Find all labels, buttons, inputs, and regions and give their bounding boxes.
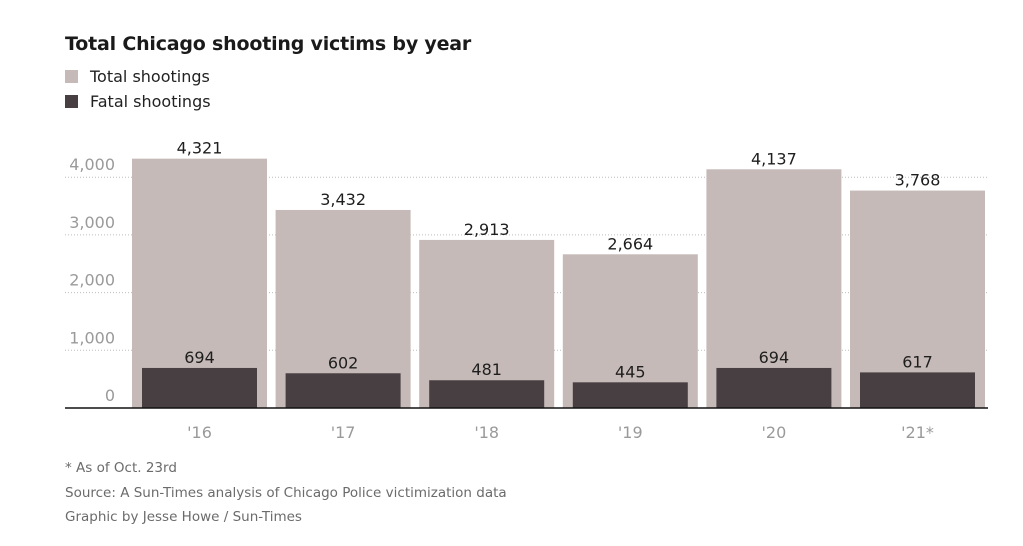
data-label-total: 2,664 <box>607 234 653 253</box>
bar-total <box>850 190 985 408</box>
data-label-fatal: 617 <box>902 352 933 371</box>
bar-fatal <box>285 373 401 408</box>
bar-fatal <box>572 382 688 408</box>
x-tick-label: '20 <box>762 423 787 442</box>
data-label-fatal: 481 <box>471 360 502 379</box>
data-labels: 4,321 694 3,432 602 2,913 481 2,664 445 4,137 694… <box>177 139 941 382</box>
data-label-total: 2,913 <box>464 220 510 239</box>
bar-fatal <box>142 367 257 408</box>
data-label-total: 4,321 <box>177 139 223 158</box>
data-label-total: 3,432 <box>320 190 366 209</box>
data-label-total: 3,768 <box>895 171 941 190</box>
bar-fatal <box>860 372 975 408</box>
x-tick-label: '16 <box>187 423 212 442</box>
data-label-total: 4,137 <box>751 149 797 168</box>
chart-title: Total Chicago shooting victims by year <box>65 33 472 55</box>
x-tick-label: '19 <box>618 423 643 442</box>
bars <box>132 158 985 408</box>
legend-item-total: Total shootings <box>65 67 210 86</box>
y-tick-label: 0 <box>105 386 115 405</box>
footnote-credit: Graphic by Jesse Howe / Sun-Times <box>65 509 302 525</box>
y-tick-label: 2,000 <box>69 271 115 290</box>
data-label-fatal: 694 <box>759 348 790 367</box>
x-axis-ticks: '16 '17 '18 '19 '20 '21* <box>187 423 934 442</box>
y-axis-ticks: 0 1,000 2,000 3,000 4,000 <box>69 155 115 405</box>
y-tick-label: 1,000 <box>69 328 115 347</box>
y-tick-label: 4,000 <box>69 155 115 174</box>
x-tick-label: '18 <box>474 423 499 442</box>
legend-label-total: Total shootings <box>90 67 210 86</box>
legend-swatch-fatal <box>65 95 78 108</box>
footnote-source: Source: A Sun-Times analysis of Chicago … <box>65 485 507 501</box>
bar-fatal <box>429 380 545 408</box>
data-label-fatal: 445 <box>615 362 646 381</box>
data-label-fatal: 602 <box>328 353 359 372</box>
x-tick-label: '17 <box>331 423 356 442</box>
y-tick-label: 3,000 <box>69 213 115 232</box>
x-tick-label: '21* <box>901 423 934 442</box>
data-label-fatal: 694 <box>184 348 215 367</box>
bar-total <box>419 239 555 408</box>
legend-item-fatal: Fatal shootings <box>65 92 211 111</box>
footnote-asterisk: * As of Oct. 23rd <box>65 460 177 476</box>
legend-swatch-total <box>65 70 78 83</box>
bar-total <box>132 158 267 408</box>
legend-label-fatal: Fatal shootings <box>90 92 211 111</box>
bar-fatal <box>716 367 832 408</box>
